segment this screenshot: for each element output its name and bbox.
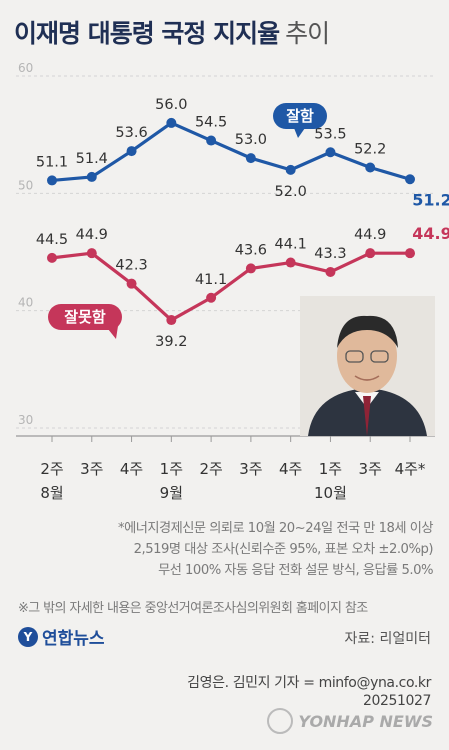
x-tick-label-week: 2주 [199,460,222,478]
data-point [325,147,336,158]
data-label: 44.5 [36,232,68,248]
x-tick-label-week: 2주 [40,460,63,478]
line-chart: 60 50 40 30 2주 8월 3주 4주 1주 9월 2주 3주 4주 1주 10월 3주 4주* 51.1… [16,61,449,502]
reporters: 김영은. 김민지 기자 = minfo@yna.co.kr [187,675,431,691]
data-point [166,117,177,128]
data-point [405,174,415,185]
data-label: 51.1 [36,154,68,170]
data-point [86,171,97,182]
data-label: 52.0 [275,184,307,200]
data-point [245,153,256,164]
y-tick-label: 60 [18,61,33,75]
data-point [325,266,336,277]
x-tick-label-month: 9월 [160,484,183,502]
page-title: 이재명 대통령 국정 지지율 추이 [14,14,330,50]
data-label: 44.9 [354,227,386,243]
data-label: 54.5 [195,115,227,131]
data-label: 42.3 [115,258,147,274]
x-tick-label-week: 3주 [359,460,382,478]
legend-bad-bubble [48,304,122,330]
portrait-hair [337,315,398,348]
portrait-smile [354,375,380,381]
data-label: 52.2 [354,142,386,158]
data-point [405,248,415,259]
x-tick-label-month: 10월 [314,484,347,502]
x-tick-label-week: 4주* [395,460,426,478]
data-point [47,252,57,263]
data-point [86,248,97,259]
x-tick-label-month: 8월 [40,484,63,502]
data-point [365,162,376,173]
data-label: 53.6 [115,125,147,141]
title-sub: 추이 [285,19,330,48]
title-main: 이재명 대통령 국정 지지율 [14,19,280,48]
data-label: 43.6 [235,242,267,258]
data-point [245,263,256,274]
x-tick-label-week: 3주 [239,460,262,478]
publish-date: 20251027 [362,693,431,709]
data-label: 44.1 [275,237,307,253]
data-source: 자료: 리얼미터 [344,631,431,647]
note-line: 2,519명 대상 조사(신뢰수준 95%, 표본 오차 ±2.0%p) [133,542,434,557]
legend-bad-bubble-tail [108,326,118,339]
watermark: YONHAP NEWS [267,708,433,734]
legend-good-bubble-tail [294,128,305,138]
portrait-glasses [345,350,364,363]
data-point [126,278,137,289]
data-label: 53.5 [314,126,346,142]
x-tick-label-week: 4주 [120,460,143,478]
note-line: *에너지경제신문 의뢰로 10월 20~24일 전국 만 18세 이상 [118,521,434,536]
data-label: 56.0 [155,97,187,113]
data-point [166,315,177,326]
series-line [51,251,410,322]
data-point [206,135,217,146]
data-point [47,175,57,186]
credit: 김영은. 김민지 기자 = minfo@yna.co.kr 20251027 [187,674,431,710]
yonhap-logo: Y 연합뉴스 [18,624,105,649]
portrait-face [337,319,397,393]
y-tick-label: 50 [18,178,33,192]
portrait-tie [363,396,371,436]
data-point [126,146,137,157]
data-label: 53.0 [235,132,267,148]
series-line [51,121,411,183]
data-label: 41.1 [195,272,227,288]
data-label: 44.9% [412,224,449,243]
portrait-glasses [370,350,389,363]
note-line: 무선 100% 자동 응답 전화 설문 방식, 응답률 5.0% [158,563,433,578]
data-point [206,292,217,303]
data-label: 43.3 [314,246,346,262]
legend-bad-label: 잘못함 [64,308,106,326]
data-label: 51.2% [412,190,449,209]
reference-note: ※그 밖의 자세한 내용은 중앙선거여론조사심의위원회 홈페이지 참조 [18,601,368,616]
legend-good-label: 잘함 [286,107,314,125]
y-tick-label: 30 [18,413,33,427]
x-tick-label-week: 3주 [80,460,103,478]
x-tick-label-week: 4주 [279,460,302,478]
data-point [285,257,296,268]
yonhap-logo-icon: Y [18,626,38,647]
data-point [365,248,376,259]
data-point [285,164,296,175]
y-tick-label: 40 [18,296,33,310]
yonhap-logo-text: 연합뉴스 [42,629,105,649]
survey-notes: *에너지경제신문 의뢰로 10월 20~24일 전국 만 18세 이상 2,51… [13,518,434,581]
data-label: 51.4 [76,151,108,167]
legend-good-bubble [273,103,327,129]
watermark-text: YONHAP NEWS [298,711,433,731]
watermark-icon [267,708,294,734]
data-label: 44.9 [76,227,108,243]
x-tick-label-week: 1주 [319,460,342,478]
x-tick-label-week: 1주 [160,460,183,478]
data-label: 39.2 [155,334,187,350]
